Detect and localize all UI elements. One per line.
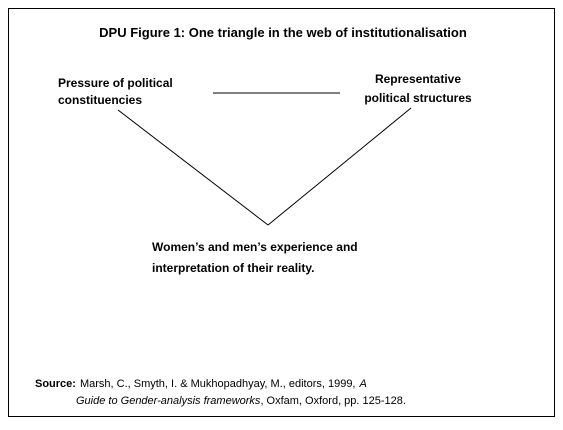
source-italic: A	[359, 378, 367, 390]
node-label: interpretation of their reality.	[152, 261, 314, 275]
node-label: constituencies	[58, 93, 142, 107]
source-text: , Oxfam, Oxford, pp. 125-128.	[260, 395, 406, 407]
connector	[117, 109, 269, 226]
source-line: Source: Marsh, C., Smyth, I. & Mukhopadhy…	[35, 378, 367, 390]
source-italic: Guide to Gender-analysis frameworks	[76, 395, 261, 407]
node-label: Women’s and men’s experience and	[152, 240, 358, 254]
source-text: Marsh, C., Smyth, I. & Mukhopadhyay, M.,…	[80, 378, 356, 390]
source-label: Source:	[35, 378, 76, 390]
connector	[267, 107, 412, 226]
frame	[8, 8, 555, 417]
node-label: Representative	[375, 72, 461, 86]
title: DPU Figure 1: One triangle in the web of…	[99, 25, 467, 40]
node-label: Pressure of political	[58, 76, 173, 90]
source-line: Guide to Gender-analysis frameworks, Oxf…	[76, 395, 406, 407]
node-label: political structures	[364, 91, 472, 105]
